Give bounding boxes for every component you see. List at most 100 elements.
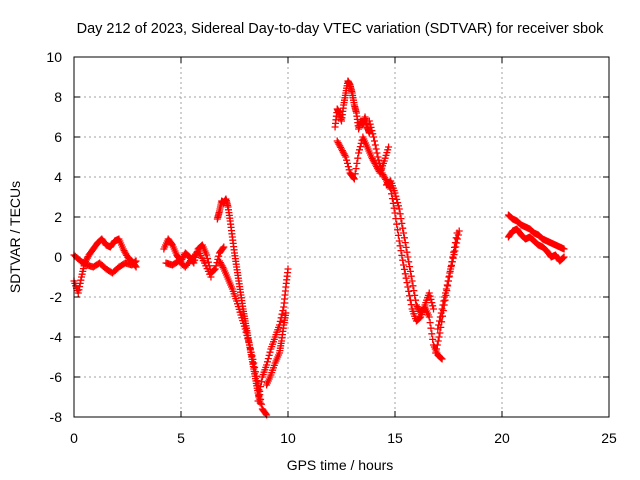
data-point	[376, 163, 384, 171]
series-sat-track-16	[504, 225, 568, 265]
x-tick-label: 25	[601, 430, 617, 446]
data-point	[398, 219, 406, 227]
data-point	[434, 337, 442, 345]
data-point	[406, 263, 414, 271]
data-point	[398, 251, 406, 259]
data-point	[436, 313, 444, 321]
data-point	[370, 137, 378, 145]
series-sat-track-14	[434, 227, 463, 333]
data-point	[455, 227, 463, 235]
data-point	[453, 235, 461, 243]
data-point	[351, 170, 359, 178]
data-point	[443, 281, 451, 289]
data-point	[252, 372, 260, 380]
data-point	[203, 251, 211, 259]
y-tick-label: -8	[50, 409, 63, 425]
data-point	[369, 130, 377, 138]
data-point	[263, 358, 271, 366]
chart-title: Day 212 of 2023, Sidereal Day-to-day VTE…	[77, 21, 605, 37]
data-point	[396, 242, 404, 250]
data-point	[241, 325, 249, 333]
data-point	[447, 265, 455, 273]
data-point	[356, 143, 364, 151]
data-point	[377, 166, 385, 174]
data-point	[376, 159, 384, 167]
data-point	[350, 175, 358, 183]
data-point	[389, 199, 397, 207]
data-point	[343, 159, 351, 167]
data-point	[247, 348, 255, 356]
series-sat-track-12	[382, 177, 446, 363]
series-sat-track-2	[70, 251, 140, 277]
data-point	[425, 289, 433, 297]
data-point	[282, 309, 290, 317]
data-point	[427, 324, 435, 332]
y-tick-labels: -8 -6 -4 -2 0 2 4 6 8 10	[46, 49, 62, 425]
data-point	[345, 166, 353, 174]
data-point	[406, 267, 414, 275]
data-point	[245, 341, 253, 349]
data-point	[407, 272, 415, 280]
data-point	[352, 165, 360, 173]
data-point	[284, 265, 292, 273]
data-point	[432, 349, 440, 357]
data-point	[442, 285, 450, 293]
data-point	[343, 156, 351, 164]
data-point	[425, 313, 433, 321]
y-tick-label: -6	[50, 369, 63, 385]
data-point	[390, 204, 398, 212]
y-tick-label: -2	[50, 289, 63, 305]
data-point	[244, 335, 252, 343]
data-point	[403, 279, 411, 287]
data-point	[262, 410, 270, 418]
data-point	[391, 189, 399, 197]
data-point	[266, 348, 274, 356]
data-point	[342, 153, 350, 161]
data-point	[254, 397, 262, 405]
data-series	[70, 77, 568, 419]
data-point	[426, 292, 434, 300]
data-point	[393, 220, 401, 228]
data-point	[395, 205, 403, 213]
series-sat-track-7	[254, 265, 292, 405]
data-point	[385, 143, 393, 151]
x-axis-label: GPS time / hours	[287, 457, 394, 473]
data-point	[440, 297, 448, 305]
data-point	[394, 199, 402, 207]
data-point	[405, 287, 413, 295]
grid-lines	[74, 57, 609, 417]
data-point	[373, 149, 381, 157]
data-point	[349, 174, 357, 182]
data-point	[210, 266, 218, 274]
data-point	[365, 117, 373, 125]
data-point	[219, 244, 227, 252]
data-point	[265, 351, 273, 359]
data-point	[400, 234, 408, 242]
plot-frame	[73, 56, 610, 418]
data-point	[256, 387, 264, 395]
data-point	[453, 239, 461, 247]
data-point	[394, 226, 402, 234]
data-point	[257, 383, 265, 391]
data-point	[263, 361, 271, 369]
data-point	[366, 120, 374, 128]
data-point	[375, 156, 383, 164]
data-point	[242, 328, 250, 336]
data-point	[400, 229, 408, 237]
y-tick-label: 6	[54, 129, 62, 145]
data-point	[426, 319, 434, 327]
y-axis-label: SDTVAR / TECUs	[7, 181, 23, 293]
x-tick-label: 5	[177, 430, 185, 446]
data-point	[559, 254, 567, 262]
data-point	[243, 331, 251, 339]
data-point	[450, 251, 458, 259]
data-point	[251, 368, 259, 376]
data-point	[451, 247, 459, 255]
data-point	[400, 261, 408, 269]
data-point	[438, 305, 446, 313]
series-sat-track-6	[216, 257, 271, 419]
data-point	[253, 377, 261, 385]
series-sat-track-8	[263, 309, 290, 389]
data-point	[401, 239, 409, 247]
